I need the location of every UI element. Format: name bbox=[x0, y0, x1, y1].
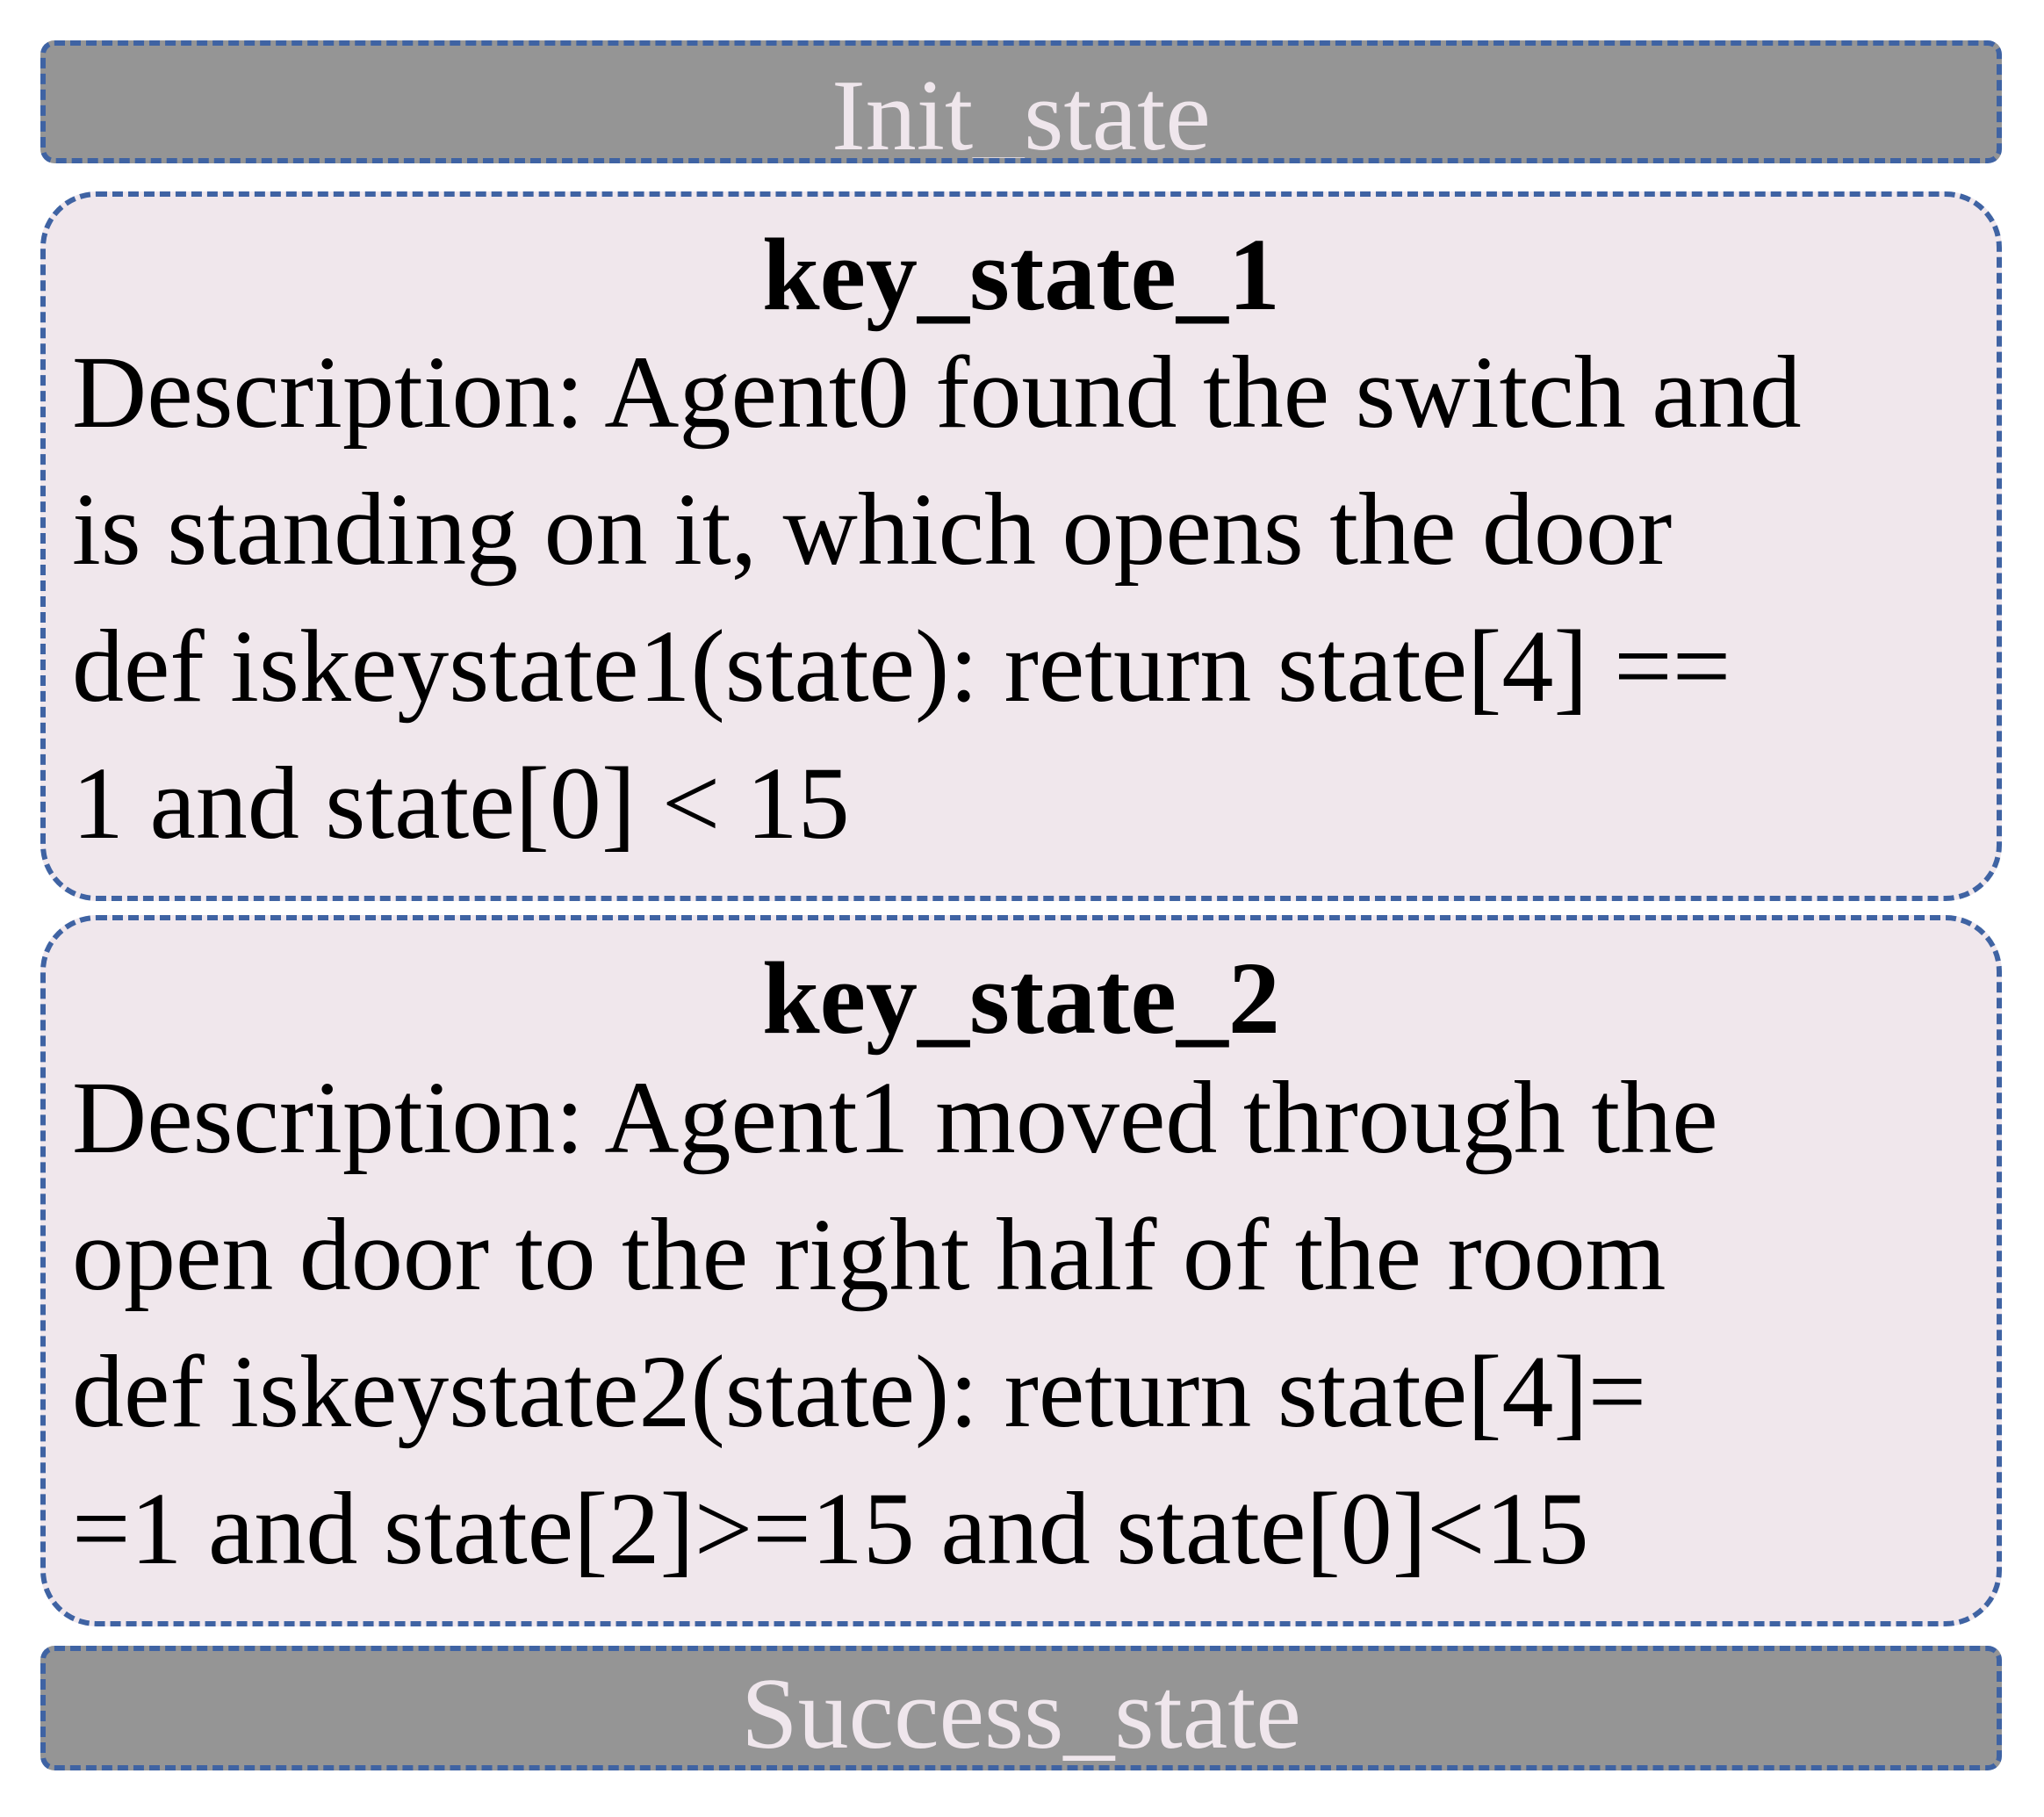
key-state-1-description-line-2: is standing on it, which opens the door bbox=[72, 472, 1673, 587]
key-state-2-description-line-1: Description: Agent1 moved through the bbox=[72, 1060, 1718, 1175]
success-state-bar: Success_state bbox=[40, 1646, 2002, 1770]
init-state-bar: Init_state bbox=[40, 40, 2002, 163]
success-state-label: Success_state bbox=[741, 1658, 1301, 1770]
key-state-2-code-line-1: def iskeystate2(state): return state[4]= bbox=[72, 1334, 1647, 1449]
key-state-1-title: key_state_1 bbox=[762, 217, 1280, 332]
key-state-2-description-line-2: open door to the right half of the room bbox=[72, 1197, 1666, 1312]
key-state-1-description-line-1: Description: Agent0 found the switch and bbox=[72, 335, 1802, 450]
key-state-1-card: key_state_1 Description: Agent0 found th… bbox=[40, 191, 2002, 901]
key-state-2-card: key_state_2 Description: Agent1 moved th… bbox=[40, 915, 2002, 1626]
key-state-2-title: key_state_2 bbox=[762, 941, 1280, 1056]
init-state-label: Init_state bbox=[831, 60, 1211, 163]
key-state-1-code-line-1: def iskeystate1(state): return state[4] … bbox=[72, 609, 1731, 724]
key-state-1-code-line-2: 1 and state[0] < 15 bbox=[72, 746, 850, 861]
key-state-2-code-line-2: =1 and state[2]>=15 and state[0]<15 bbox=[72, 1471, 1589, 1586]
